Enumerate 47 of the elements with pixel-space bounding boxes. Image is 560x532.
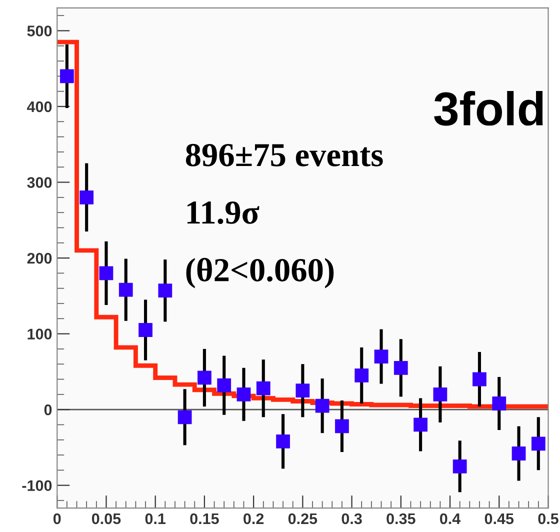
x-tick-label: 0.2 [244, 513, 264, 524]
x-tick-label: 0.35 [386, 513, 416, 524]
point [472, 372, 486, 386]
y-tick-label: 100 [28, 328, 52, 340]
point [374, 350, 388, 364]
point [256, 381, 270, 396]
y-tick-label: 200 [27, 252, 52, 264]
point [236, 387, 251, 402]
point [178, 410, 192, 424]
point [492, 396, 506, 410]
point [433, 387, 448, 402]
point [452, 459, 467, 474]
x-tick-label: 0.45 [484, 513, 514, 524]
x-tick-label: 0.25 [288, 513, 318, 524]
point [354, 368, 369, 382]
point [60, 69, 74, 84]
point [276, 434, 290, 448]
x-tick-label: 0.1 [145, 513, 166, 524]
point [198, 370, 212, 385]
y-tick-label: 500 [27, 26, 52, 36]
x-tick-label: 0.3 [342, 513, 362, 524]
y-tick-label: -100 [22, 480, 52, 492]
point [335, 419, 349, 434]
point [512, 446, 526, 460]
annotation: 11.9σ [187, 201, 260, 224]
point [80, 190, 94, 204]
point [158, 284, 172, 298]
annotation: (θ2<0.060) [186, 258, 334, 288]
x-tick-label: 0.15 [190, 513, 219, 524]
annotation: 896±75 events [186, 144, 383, 166]
y-tick-label: 0 [44, 404, 52, 416]
point [217, 378, 232, 392]
point [296, 384, 310, 398]
point [118, 282, 133, 297]
point [99, 266, 114, 280]
annotation: 3fold [434, 90, 543, 126]
point [414, 418, 428, 432]
point [138, 323, 152, 337]
y-tick-label: 300 [27, 177, 52, 188]
y-tick-label: 400 [27, 101, 52, 112]
x-tick-label: 0.5 [538, 513, 558, 524]
point [315, 398, 330, 413]
point [531, 436, 546, 451]
x-tick-label: 0 [53, 513, 61, 524]
point [394, 360, 408, 375]
x-tick-label: 0.4 [440, 513, 461, 524]
x-tick-label: 0.05 [92, 513, 121, 524]
